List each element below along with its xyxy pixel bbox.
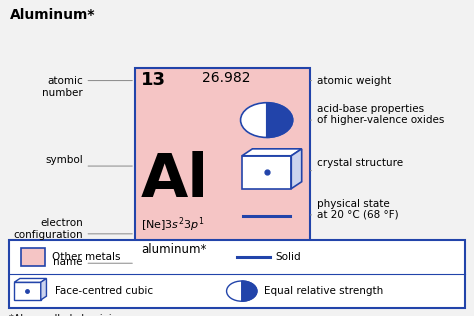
Text: *Also spelled aluminium.: *Also spelled aluminium. (9, 314, 131, 316)
FancyBboxPatch shape (135, 68, 310, 286)
Text: Solid: Solid (275, 252, 301, 262)
Polygon shape (14, 282, 41, 300)
Text: Other metals: Other metals (52, 252, 121, 262)
Text: atomic: atomic (47, 76, 83, 86)
Wedge shape (266, 103, 293, 137)
Text: $\mathrm{[Ne]3}s^{2}\mathrm{3}p^{1}$: $\mathrm{[Ne]3}s^{2}\mathrm{3}p^{1}$ (141, 215, 204, 234)
Text: of higher-valence oxides: of higher-valence oxides (317, 115, 444, 125)
Polygon shape (41, 278, 46, 300)
Text: at 20 °C (68 °F): at 20 °C (68 °F) (317, 210, 398, 220)
Bar (21, 248, 45, 266)
Text: atomic weight: atomic weight (317, 76, 391, 86)
Text: electron: electron (40, 218, 83, 228)
Text: Equal relative strength: Equal relative strength (264, 286, 383, 296)
Text: crystal structure: crystal structure (317, 158, 403, 168)
Text: acid-base properties: acid-base properties (317, 104, 424, 114)
Text: aluminum*: aluminum* (141, 243, 206, 256)
Text: name: name (54, 257, 83, 267)
Polygon shape (291, 149, 301, 189)
Text: symbol: symbol (45, 155, 83, 165)
Polygon shape (14, 278, 46, 282)
Circle shape (240, 103, 292, 137)
Polygon shape (242, 149, 301, 156)
FancyBboxPatch shape (9, 240, 465, 308)
Wedge shape (242, 281, 257, 301)
Text: 13: 13 (141, 71, 166, 89)
Polygon shape (242, 156, 291, 189)
Text: 26.982: 26.982 (202, 71, 250, 85)
Text: Face-centred cubic: Face-centred cubic (55, 286, 153, 296)
Text: Aluminum*: Aluminum* (9, 8, 95, 22)
Text: number: number (42, 88, 83, 98)
Text: Al: Al (141, 151, 209, 210)
Text: physical state: physical state (317, 199, 389, 209)
Text: configuration: configuration (13, 230, 83, 240)
Circle shape (227, 281, 257, 301)
